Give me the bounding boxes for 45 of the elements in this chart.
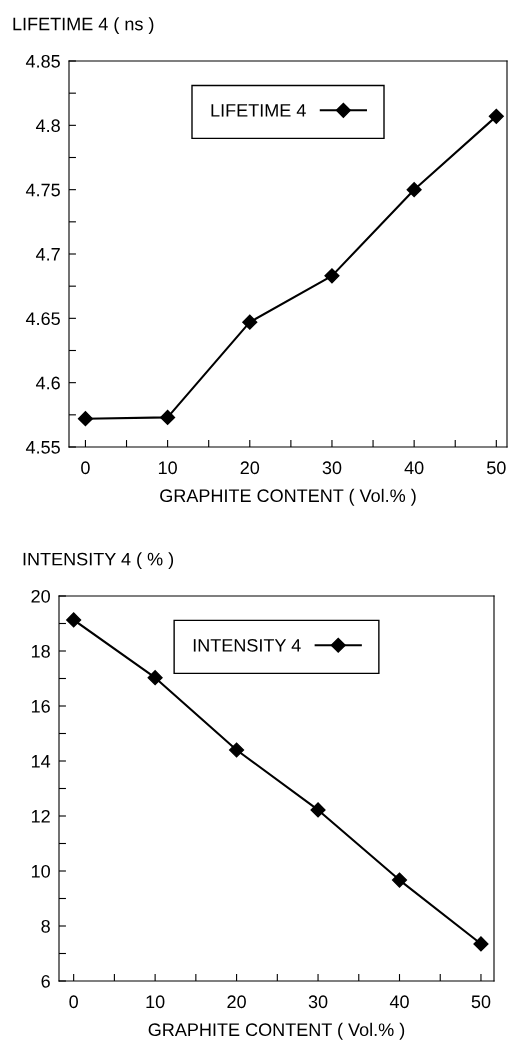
x-tick-label: 10	[146, 995, 165, 1009]
y-axis-title: INTENSITY 4 ( % )	[23, 552, 174, 570]
point	[77, 411, 94, 427]
point	[310, 802, 326, 818]
x-tick-label: 0	[81, 461, 90, 475]
x-tick-label: 10	[158, 461, 177, 475]
x-axis-title: GRAPHITE CONTENT ( Vol.% )	[160, 488, 416, 506]
point	[473, 936, 489, 952]
y-tick-label: 8	[41, 919, 50, 933]
x-tick-label: 20	[227, 995, 246, 1009]
y-tick-label: 4.75	[25, 183, 60, 197]
y-tick-label: 18	[31, 644, 50, 658]
y-tick-label: 14	[31, 755, 51, 768]
x-tick-label: 20	[240, 461, 260, 475]
point	[406, 182, 422, 198]
y-axis-title: LIFETIME 4 ( ns )	[13, 17, 154, 34]
y-tick-label: 16	[31, 699, 50, 713]
point	[147, 670, 163, 686]
y-tick-label: 6	[41, 974, 50, 988]
x-tick-label: 50	[487, 461, 506, 475]
y-tick-label: 4.8	[35, 119, 60, 133]
y-tick-label: 4.85	[25, 54, 60, 68]
point	[391, 872, 408, 888]
legend-label: LIFETIME 4	[211, 104, 306, 117]
point	[324, 268, 340, 284]
point	[229, 742, 245, 758]
y-tick-label: 4.6	[35, 376, 60, 390]
y-tick-label: 4.65	[25, 312, 60, 326]
x-tick-label: 40	[404, 461, 424, 475]
x-tick-label: 40	[389, 995, 409, 1009]
y-tick-label: 4.55	[25, 441, 60, 454]
y-tick-label: 12	[31, 809, 50, 823]
point	[66, 612, 82, 628]
x-tick-label: 50	[471, 995, 491, 1009]
x-tick-label: 30	[308, 995, 328, 1009]
y-tick-label: 4.7	[35, 248, 60, 261]
x-tick-label: 0	[69, 995, 78, 1009]
y-tick-label: 10	[31, 864, 50, 878]
point	[242, 314, 258, 330]
point	[488, 108, 504, 124]
x-tick-label: 30	[322, 461, 342, 475]
legend-label: INTENSITY 4	[193, 638, 301, 652]
x-axis-title: GRAPHITE CONTENT ( Vol.% )	[148, 1022, 405, 1040]
y-tick-label: 20	[31, 589, 50, 603]
point	[160, 409, 176, 425]
